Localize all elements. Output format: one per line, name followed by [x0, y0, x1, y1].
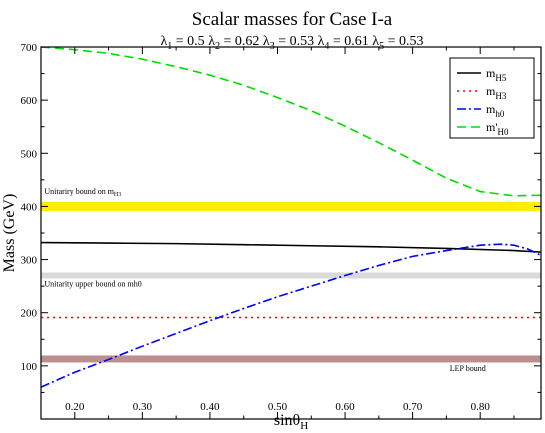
bound-band-label-1: Unitarity upper bound on mh0	[44, 280, 141, 289]
y-tick-label: 600	[21, 95, 38, 107]
y-tick-label: 100	[21, 361, 38, 373]
bound-band-2	[41, 355, 541, 363]
legend-label: mH3	[486, 84, 507, 101]
y-tick-label: 300	[21, 255, 38, 267]
y-axis-label: Mass (GeV)	[1, 194, 18, 273]
x-axis-label: sinθH	[274, 412, 308, 432]
y-tick-label: 700	[21, 42, 38, 54]
subtitle-lambda-value: = 0.61	[329, 34, 368, 49]
subtitle-lambda-value: = 0.53	[275, 34, 314, 49]
y-tick-label: 200	[21, 308, 38, 320]
x-tick-label: 0.70	[403, 401, 423, 413]
x-tick-label: 0.20	[65, 401, 85, 413]
subtitle-lambda-value: = 0.53	[384, 34, 423, 49]
x-axis-label-main: sinθ	[274, 412, 300, 429]
x-tick-label: 0.80	[471, 401, 491, 413]
x-tick-label: 0.60	[335, 401, 355, 413]
bound-band-label-2: LEP bound	[450, 364, 486, 373]
chart-subtitle: λ1 = 0.5 λ2 = 0.62 λ3 = 0.53 λ4 = 0.61 λ…	[160, 34, 423, 52]
subtitle-lambda-symbol: λ	[160, 34, 167, 49]
y-tick-label: 400	[21, 201, 38, 213]
bound-band-label-0: Unitariry bound on mH3	[44, 187, 121, 198]
subtitle-lambda-symbol: λ	[369, 34, 380, 49]
legend-box	[449, 57, 535, 139]
bound-band-1	[41, 272, 541, 279]
x-axis-label-sub: H	[300, 420, 308, 432]
subtitle-lambda-value: = 0.62	[220, 34, 259, 49]
subtitle-lambda-symbol: λ	[205, 34, 216, 49]
legend-label: m'H0	[486, 120, 509, 137]
x-tick-label: 0.40	[200, 401, 220, 413]
subtitle-lambda-symbol: λ	[259, 34, 270, 49]
x-tick-label: 0.30	[133, 401, 153, 413]
legend-label: mH5	[486, 66, 507, 83]
series-line-h5	[40, 241, 542, 253]
subtitle-lambda-symbol: λ	[314, 34, 325, 49]
x-tick-label: 0.50	[268, 401, 288, 413]
legend-label: mh0	[486, 102, 505, 119]
series-line-h0	[40, 46, 542, 197]
bound-band-0	[41, 201, 541, 211]
y-tick-label: 500	[21, 148, 38, 160]
subtitle-lambda-value: = 0.5	[172, 34, 204, 49]
chart-title: Scalar masses for Case I-a	[192, 9, 393, 30]
series-line-h0	[40, 243, 542, 388]
